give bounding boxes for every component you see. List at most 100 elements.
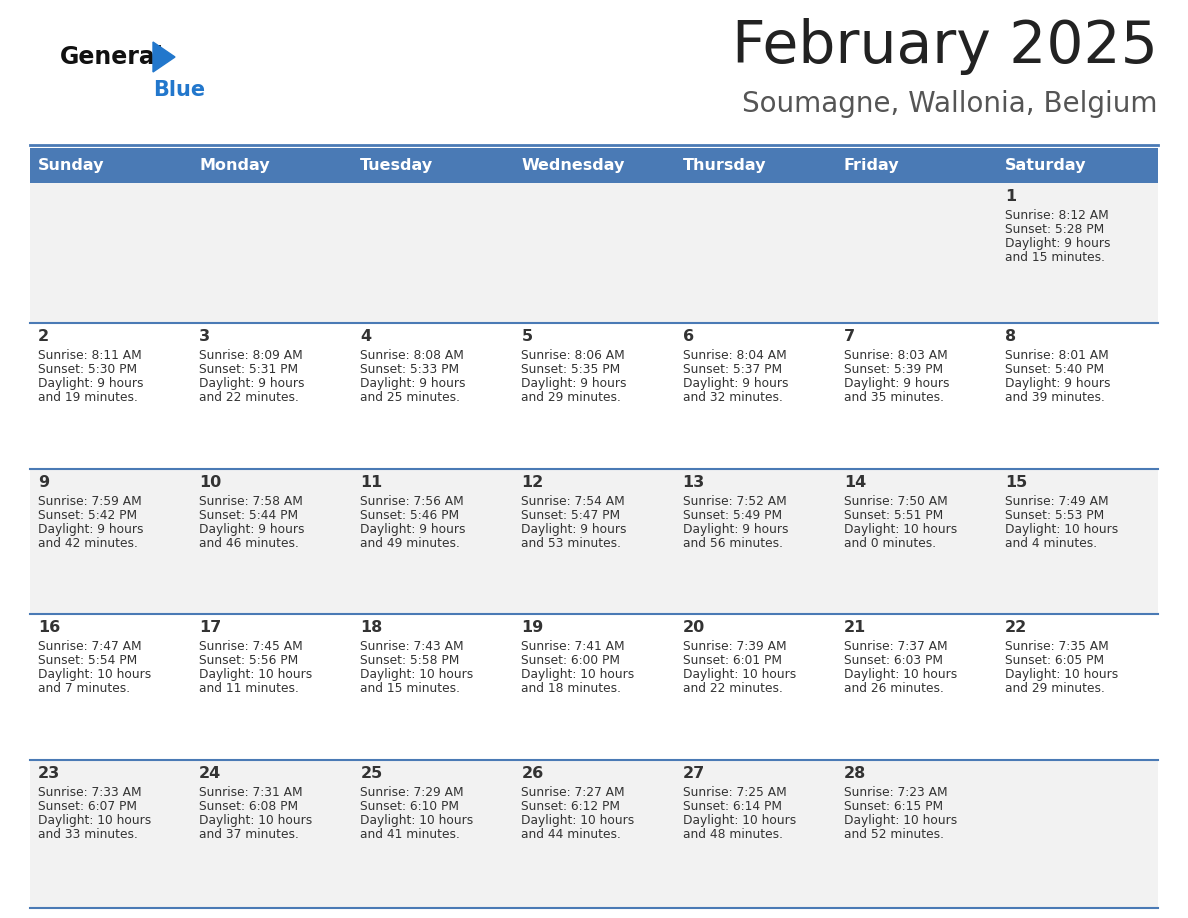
- Text: Daylight: 10 hours: Daylight: 10 hours: [522, 813, 634, 826]
- Text: Daylight: 10 hours: Daylight: 10 hours: [200, 668, 312, 681]
- Text: Sunset: 6:15 PM: Sunset: 6:15 PM: [843, 800, 943, 812]
- Text: Sunrise: 7:29 AM: Sunrise: 7:29 AM: [360, 786, 463, 799]
- Text: and 56 minutes.: and 56 minutes.: [683, 537, 783, 550]
- Text: 25: 25: [360, 766, 383, 780]
- Text: Sunset: 6:07 PM: Sunset: 6:07 PM: [38, 800, 137, 812]
- Text: Sunset: 5:51 PM: Sunset: 5:51 PM: [843, 509, 943, 521]
- Text: Sunrise: 8:12 AM: Sunrise: 8:12 AM: [1005, 209, 1108, 222]
- Text: Sunset: 6:03 PM: Sunset: 6:03 PM: [843, 655, 943, 667]
- Text: General: General: [61, 45, 164, 69]
- Text: and 33 minutes.: and 33 minutes.: [38, 828, 138, 841]
- Text: and 37 minutes.: and 37 minutes.: [200, 828, 299, 841]
- Text: 8: 8: [1005, 330, 1016, 344]
- Text: Sunrise: 7:35 AM: Sunrise: 7:35 AM: [1005, 640, 1108, 654]
- Bar: [30, 469, 1158, 614]
- Text: Sunset: 6:12 PM: Sunset: 6:12 PM: [522, 800, 620, 812]
- Text: 18: 18: [360, 621, 383, 635]
- Text: and 15 minutes.: and 15 minutes.: [360, 682, 460, 695]
- Text: Sunset: 6:00 PM: Sunset: 6:00 PM: [522, 655, 620, 667]
- Text: Sunset: 6:01 PM: Sunset: 6:01 PM: [683, 655, 782, 667]
- Bar: [30, 614, 1158, 759]
- Text: Sunset: 5:35 PM: Sunset: 5:35 PM: [522, 364, 620, 376]
- Text: 10: 10: [200, 475, 221, 490]
- Text: Daylight: 9 hours: Daylight: 9 hours: [1005, 377, 1111, 390]
- Text: Sunrise: 7:54 AM: Sunrise: 7:54 AM: [522, 495, 625, 508]
- Text: Blue: Blue: [153, 80, 206, 100]
- Text: Sunset: 5:47 PM: Sunset: 5:47 PM: [522, 509, 620, 521]
- Text: 22: 22: [1005, 621, 1028, 635]
- Text: Daylight: 9 hours: Daylight: 9 hours: [683, 377, 788, 390]
- Text: and 22 minutes.: and 22 minutes.: [683, 682, 783, 695]
- Text: and 41 minutes.: and 41 minutes.: [360, 828, 460, 841]
- Text: Daylight: 10 hours: Daylight: 10 hours: [38, 813, 151, 826]
- Text: Sunset: 5:44 PM: Sunset: 5:44 PM: [200, 509, 298, 521]
- Bar: [30, 323, 1158, 469]
- Text: 26: 26: [522, 766, 544, 780]
- Text: Daylight: 10 hours: Daylight: 10 hours: [1005, 522, 1118, 536]
- Text: Sunrise: 8:08 AM: Sunrise: 8:08 AM: [360, 350, 465, 363]
- Text: and 32 minutes.: and 32 minutes.: [683, 391, 783, 405]
- Text: Sunrise: 8:03 AM: Sunrise: 8:03 AM: [843, 350, 948, 363]
- Text: Daylight: 9 hours: Daylight: 9 hours: [683, 522, 788, 536]
- Text: and 4 minutes.: and 4 minutes.: [1005, 537, 1097, 550]
- Text: Daylight: 9 hours: Daylight: 9 hours: [200, 377, 304, 390]
- Text: Sunrise: 7:23 AM: Sunrise: 7:23 AM: [843, 786, 947, 799]
- Text: 21: 21: [843, 621, 866, 635]
- Text: Sunset: 6:05 PM: Sunset: 6:05 PM: [1005, 655, 1104, 667]
- Text: Daylight: 10 hours: Daylight: 10 hours: [843, 668, 958, 681]
- Text: Daylight: 10 hours: Daylight: 10 hours: [360, 668, 474, 681]
- Text: Daylight: 10 hours: Daylight: 10 hours: [360, 813, 474, 826]
- Text: and 48 minutes.: and 48 minutes.: [683, 828, 783, 841]
- Text: Daylight: 10 hours: Daylight: 10 hours: [38, 668, 151, 681]
- Text: Sunset: 5:28 PM: Sunset: 5:28 PM: [1005, 223, 1104, 236]
- Text: Tuesday: Tuesday: [360, 158, 434, 173]
- Text: Sunrise: 8:01 AM: Sunrise: 8:01 AM: [1005, 350, 1108, 363]
- Text: 23: 23: [38, 766, 61, 780]
- Text: 1: 1: [1005, 189, 1016, 204]
- Polygon shape: [153, 42, 175, 72]
- Text: Sunrise: 8:04 AM: Sunrise: 8:04 AM: [683, 350, 786, 363]
- Text: and 26 minutes.: and 26 minutes.: [843, 682, 943, 695]
- Text: 4: 4: [360, 330, 372, 344]
- Text: Friday: Friday: [843, 158, 899, 173]
- Text: Sunset: 5:40 PM: Sunset: 5:40 PM: [1005, 364, 1104, 376]
- Text: Sunset: 5:56 PM: Sunset: 5:56 PM: [200, 655, 298, 667]
- Text: 5: 5: [522, 330, 532, 344]
- Text: and 29 minutes.: and 29 minutes.: [1005, 682, 1105, 695]
- Text: Daylight: 9 hours: Daylight: 9 hours: [1005, 237, 1111, 250]
- Text: Soumagne, Wallonia, Belgium: Soumagne, Wallonia, Belgium: [742, 90, 1158, 118]
- Text: and 25 minutes.: and 25 minutes.: [360, 391, 460, 405]
- Text: Sunrise: 7:50 AM: Sunrise: 7:50 AM: [843, 495, 948, 508]
- Text: 6: 6: [683, 330, 694, 344]
- Text: and 0 minutes.: and 0 minutes.: [843, 537, 936, 550]
- Text: and 19 minutes.: and 19 minutes.: [38, 391, 138, 405]
- Text: and 35 minutes.: and 35 minutes.: [843, 391, 943, 405]
- Text: Daylight: 10 hours: Daylight: 10 hours: [200, 813, 312, 826]
- Text: Daylight: 9 hours: Daylight: 9 hours: [38, 522, 144, 536]
- Text: Sunrise: 7:45 AM: Sunrise: 7:45 AM: [200, 640, 303, 654]
- Text: Sunrise: 7:39 AM: Sunrise: 7:39 AM: [683, 640, 786, 654]
- Text: Daylight: 9 hours: Daylight: 9 hours: [200, 522, 304, 536]
- Text: Sunrise: 7:33 AM: Sunrise: 7:33 AM: [38, 786, 141, 799]
- Bar: [30, 759, 1158, 908]
- Text: and 44 minutes.: and 44 minutes.: [522, 828, 621, 841]
- Bar: [30, 183, 1158, 323]
- Text: Wednesday: Wednesday: [522, 158, 625, 173]
- Text: 19: 19: [522, 621, 544, 635]
- Bar: [30, 148, 1158, 183]
- Text: Daylight: 10 hours: Daylight: 10 hours: [843, 522, 958, 536]
- Text: Sunrise: 7:58 AM: Sunrise: 7:58 AM: [200, 495, 303, 508]
- Text: Daylight: 10 hours: Daylight: 10 hours: [1005, 668, 1118, 681]
- Text: Sunset: 5:53 PM: Sunset: 5:53 PM: [1005, 509, 1104, 521]
- Text: Sunrise: 7:49 AM: Sunrise: 7:49 AM: [1005, 495, 1108, 508]
- Text: Sunset: 6:10 PM: Sunset: 6:10 PM: [360, 800, 460, 812]
- Text: Sunset: 6:14 PM: Sunset: 6:14 PM: [683, 800, 782, 812]
- Text: Sunset: 5:39 PM: Sunset: 5:39 PM: [843, 364, 943, 376]
- Text: Sunrise: 7:37 AM: Sunrise: 7:37 AM: [843, 640, 947, 654]
- Text: and 52 minutes.: and 52 minutes.: [843, 828, 943, 841]
- Text: and 11 minutes.: and 11 minutes.: [200, 682, 299, 695]
- Text: 9: 9: [38, 475, 49, 490]
- Text: Daylight: 9 hours: Daylight: 9 hours: [360, 522, 466, 536]
- Text: 20: 20: [683, 621, 704, 635]
- Text: Daylight: 10 hours: Daylight: 10 hours: [522, 668, 634, 681]
